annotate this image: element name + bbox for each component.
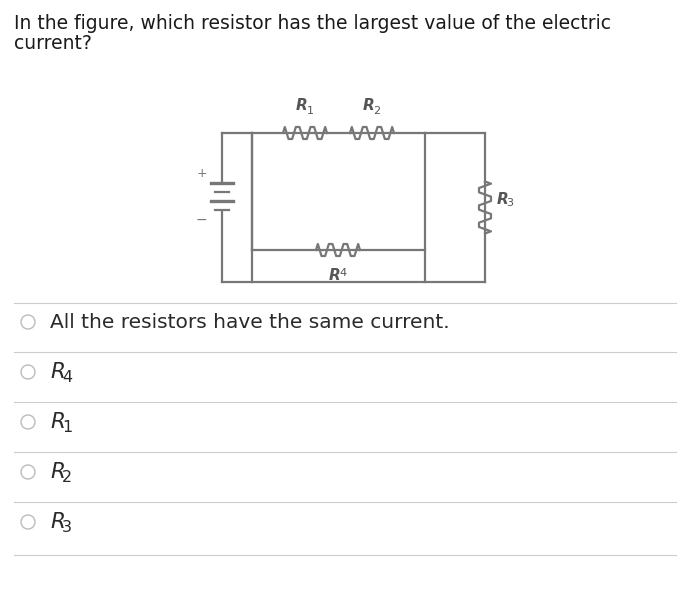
Text: 4: 4	[62, 369, 72, 384]
Text: current?: current?	[14, 34, 92, 53]
Text: 1: 1	[62, 420, 72, 435]
Text: R: R	[363, 98, 375, 113]
Text: 2: 2	[62, 469, 72, 484]
Text: 3: 3	[62, 520, 72, 535]
Text: R: R	[497, 192, 509, 207]
Text: R: R	[50, 512, 65, 532]
Text: R: R	[329, 268, 341, 283]
Text: 2: 2	[373, 106, 381, 116]
Text: R: R	[50, 362, 65, 382]
Text: All the resistors have the same current.: All the resistors have the same current.	[50, 313, 450, 332]
Text: In the figure, which resistor has the largest value of the electric: In the figure, which resistor has the la…	[14, 14, 611, 33]
Text: R: R	[50, 462, 65, 482]
Text: R: R	[296, 98, 308, 113]
Text: R: R	[50, 412, 65, 432]
Text: 3: 3	[506, 198, 513, 208]
Text: +: +	[197, 167, 207, 180]
Text: 1: 1	[306, 106, 313, 116]
Text: 4: 4	[339, 268, 346, 278]
Text: −: −	[195, 213, 207, 227]
